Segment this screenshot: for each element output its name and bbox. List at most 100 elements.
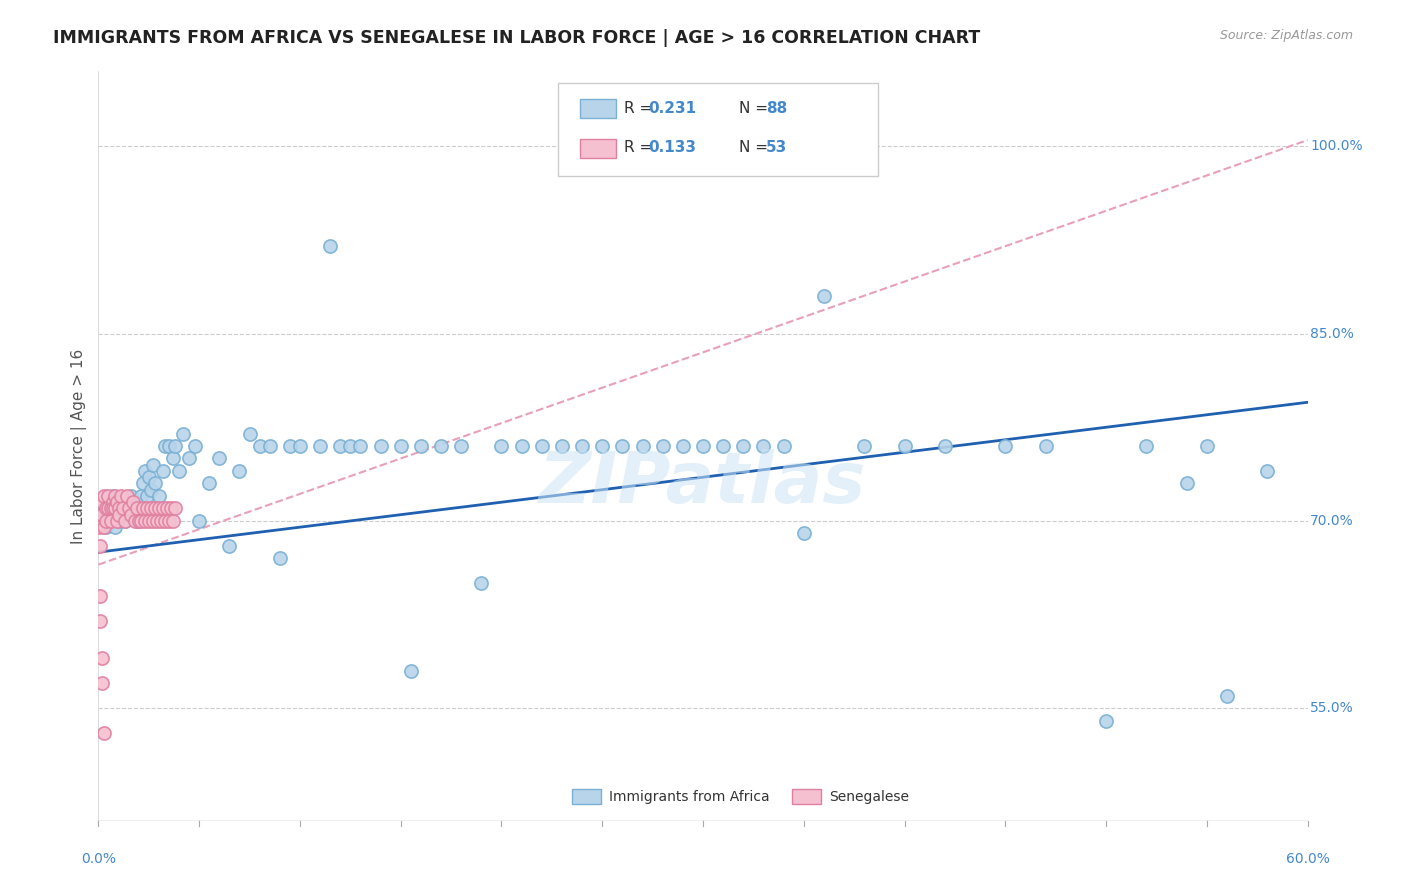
Point xyxy=(591,439,613,453)
Point xyxy=(893,439,915,453)
Point xyxy=(692,439,714,453)
Point xyxy=(89,539,111,553)
Point xyxy=(125,501,148,516)
Text: R =: R = xyxy=(624,140,658,155)
Point xyxy=(269,551,291,566)
Point xyxy=(100,501,122,516)
Text: ZIPatlas: ZIPatlas xyxy=(540,449,866,518)
Point xyxy=(1216,689,1239,703)
Point xyxy=(91,651,114,665)
Point xyxy=(105,501,128,516)
Text: 85.0%: 85.0% xyxy=(1310,326,1354,341)
Point xyxy=(1256,464,1278,478)
Point xyxy=(409,439,432,453)
Point xyxy=(152,501,174,516)
Point xyxy=(120,508,142,522)
Point xyxy=(142,458,165,472)
Point xyxy=(218,539,240,553)
Point xyxy=(91,508,114,522)
Point xyxy=(162,514,184,528)
Bar xyxy=(572,789,602,805)
Point xyxy=(1095,714,1118,728)
Point xyxy=(115,495,138,509)
Point xyxy=(139,501,162,516)
Point xyxy=(149,514,172,528)
Point xyxy=(114,514,136,528)
Point xyxy=(450,439,472,453)
Point xyxy=(118,508,141,522)
Point xyxy=(89,520,111,534)
Point xyxy=(179,451,201,466)
Text: 60.0%: 60.0% xyxy=(1285,852,1330,866)
Text: 100.0%: 100.0% xyxy=(1310,139,1362,153)
Point xyxy=(139,483,162,497)
Point xyxy=(111,501,134,516)
Bar xyxy=(793,789,821,805)
Point xyxy=(135,501,157,516)
Point xyxy=(135,489,157,503)
Point xyxy=(651,439,673,453)
Point xyxy=(249,439,271,453)
Point xyxy=(491,439,513,453)
Point xyxy=(309,439,332,453)
Point xyxy=(111,501,134,516)
Point xyxy=(1135,439,1157,453)
Point xyxy=(163,501,186,516)
Point xyxy=(162,451,184,466)
Point xyxy=(156,501,179,516)
Point xyxy=(389,439,412,453)
Point xyxy=(228,464,250,478)
Point xyxy=(399,664,422,678)
Point xyxy=(128,501,150,516)
Point xyxy=(132,501,155,516)
Point xyxy=(128,514,150,528)
Text: R =: R = xyxy=(624,101,658,116)
Point xyxy=(89,589,111,603)
Point xyxy=(259,439,281,453)
Point xyxy=(91,514,114,528)
Point xyxy=(711,439,734,453)
Point xyxy=(157,439,180,453)
Point xyxy=(107,508,129,522)
Point xyxy=(153,439,176,453)
Point xyxy=(278,439,301,453)
Point xyxy=(101,489,124,503)
Point xyxy=(93,489,115,503)
Point xyxy=(188,514,211,528)
Point xyxy=(118,501,141,516)
Point xyxy=(124,514,146,528)
Point xyxy=(349,439,371,453)
Text: IMMIGRANTS FROM AFRICA VS SENEGALESE IN LABOR FORCE | AGE > 16 CORRELATION CHART: IMMIGRANTS FROM AFRICA VS SENEGALESE IN … xyxy=(53,29,980,46)
Point xyxy=(470,576,492,591)
Point xyxy=(571,439,593,453)
Point xyxy=(103,489,125,503)
Point xyxy=(733,439,755,453)
Point xyxy=(163,439,186,453)
Point xyxy=(157,514,180,528)
Point xyxy=(138,514,160,528)
Point xyxy=(103,501,125,516)
Point xyxy=(994,439,1017,453)
Point xyxy=(121,501,143,516)
Point xyxy=(129,489,152,503)
Point xyxy=(172,426,194,441)
Point xyxy=(510,439,533,453)
Point xyxy=(138,470,160,484)
Point xyxy=(97,501,120,516)
Point xyxy=(96,501,118,516)
Point xyxy=(89,614,111,628)
Point xyxy=(115,489,138,503)
Text: 0.231: 0.231 xyxy=(648,101,697,116)
Point xyxy=(1195,439,1218,453)
Point xyxy=(101,501,124,516)
Point xyxy=(167,464,190,478)
Point xyxy=(107,514,129,528)
Point xyxy=(100,514,122,528)
Point xyxy=(93,520,115,534)
Point xyxy=(105,514,128,528)
Point xyxy=(198,476,221,491)
Point xyxy=(152,464,174,478)
Point xyxy=(105,495,128,509)
Point xyxy=(143,476,166,491)
Point xyxy=(772,439,794,453)
